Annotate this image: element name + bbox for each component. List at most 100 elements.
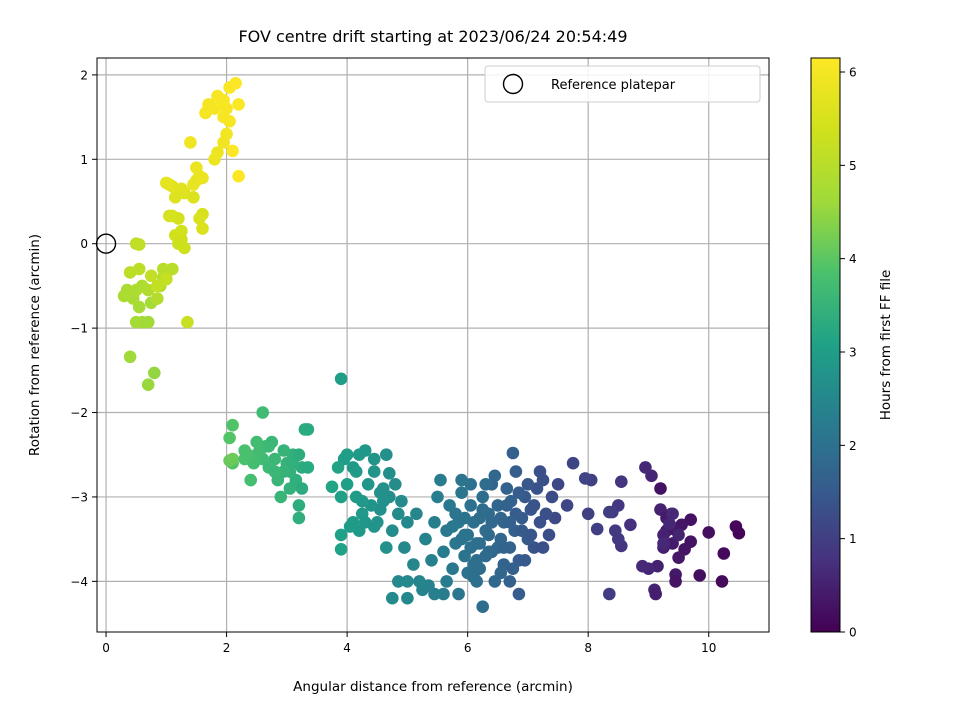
data-point (144, 269, 158, 283)
data-point (512, 587, 526, 601)
data-point (383, 467, 396, 480)
data-point (386, 591, 399, 605)
data-point (425, 554, 438, 567)
data-point (428, 516, 441, 529)
data-point (494, 566, 508, 580)
data-point (380, 448, 393, 462)
data-point (455, 486, 468, 500)
chart-title: FOV centre drift starting at 2023/06/24 … (238, 27, 627, 46)
data-point (178, 241, 191, 255)
colorbar-gradient (811, 58, 840, 632)
data-point (151, 292, 164, 305)
data-point (410, 507, 423, 521)
y-axis-ticks: −4 −3 −2 −1 0 1 2 (70, 68, 97, 589)
y-tick-label: 2 (80, 68, 88, 82)
data-point (334, 490, 348, 504)
data-point (524, 528, 538, 542)
data-point (542, 528, 556, 542)
data-point (479, 478, 493, 491)
data-point (649, 587, 662, 601)
data-point (274, 490, 288, 504)
data-point (389, 478, 402, 491)
data-point (262, 440, 276, 453)
data-point (292, 499, 306, 512)
data-point (229, 77, 242, 90)
colorbar-label: Hours from first FF file (878, 270, 894, 421)
data-point (603, 587, 616, 601)
data-point (256, 406, 270, 419)
data-point (374, 486, 387, 500)
data-point (141, 315, 155, 329)
data-point (151, 279, 164, 293)
data-point (506, 446, 520, 460)
data-point (334, 543, 348, 556)
data-point (190, 161, 203, 174)
colorbar-frame (810, 57, 841, 633)
x-tick-label: 2 (223, 641, 231, 655)
data-point (340, 448, 354, 462)
data-point (123, 350, 137, 364)
data-point (196, 171, 209, 185)
data-point (355, 494, 369, 508)
legend-box (484, 65, 761, 103)
data-point (184, 136, 197, 149)
data-point (226, 144, 239, 158)
data-point (129, 315, 143, 329)
data-point (533, 516, 547, 529)
data-point (380, 541, 393, 554)
data-points (117, 77, 746, 613)
data-point (455, 473, 468, 487)
data-point (392, 575, 405, 588)
data-point (349, 465, 363, 478)
data-point (157, 262, 170, 276)
data-point (663, 517, 676, 531)
data-point (334, 372, 348, 386)
data-point (578, 472, 592, 485)
data-point (581, 507, 595, 521)
data-point (331, 461, 345, 474)
data-point (401, 591, 414, 605)
data-point (301, 461, 315, 474)
data-point (244, 473, 257, 487)
data-point (702, 526, 715, 539)
x-tick-label: 8 (584, 641, 592, 655)
data-point (437, 587, 450, 601)
data-point (545, 490, 559, 504)
data-point (196, 222, 209, 235)
data-point (132, 238, 146, 251)
data-point (211, 146, 224, 159)
data-point (482, 545, 496, 559)
data-point (657, 537, 670, 550)
colorbar: 0 1 2 3 4 5 6 Hours from first FF file (810, 57, 894, 640)
y-tick-label: 1 (80, 153, 88, 167)
data-point (292, 511, 306, 525)
legend: Reference platepar (484, 65, 761, 103)
data-point (202, 98, 215, 111)
data-point (437, 545, 450, 559)
data-point (238, 452, 251, 466)
data-point (392, 507, 405, 521)
legend-label: Reference platepar (551, 78, 676, 93)
data-point (666, 507, 679, 521)
data-point (590, 522, 604, 536)
data-point (431, 490, 444, 504)
data-point (346, 516, 360, 529)
data-point (729, 520, 743, 533)
data-point (566, 456, 580, 470)
data-point (361, 478, 375, 491)
x-tick-label: 10 (701, 641, 716, 655)
data-point (693, 569, 706, 582)
data-point (352, 448, 366, 462)
data-point (232, 98, 245, 111)
data-point (609, 524, 622, 537)
data-point (467, 570, 481, 584)
data-point (367, 452, 381, 466)
data-point (428, 587, 441, 601)
x-tick-label: 4 (343, 641, 351, 655)
data-point (292, 448, 306, 462)
data-point (226, 418, 239, 432)
data-point (603, 505, 616, 519)
colorbar-tick-label: 3 (849, 346, 857, 360)
data-point (148, 366, 161, 380)
